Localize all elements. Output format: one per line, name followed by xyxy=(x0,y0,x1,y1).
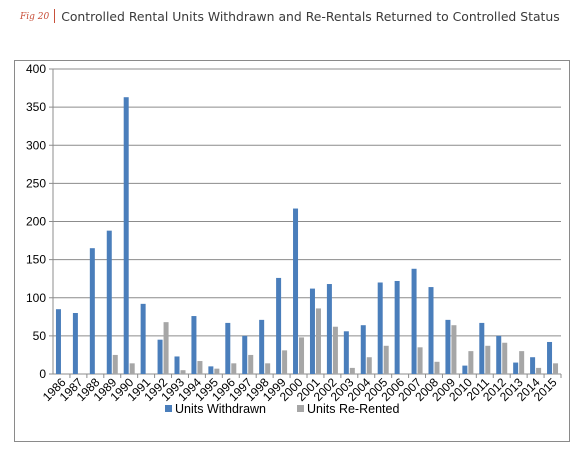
bar-units-withdrawn xyxy=(106,230,112,374)
bar-units-withdrawn xyxy=(191,316,197,374)
legend-swatch xyxy=(165,405,172,412)
bar-units-re-rented xyxy=(519,351,525,374)
bar-units-withdrawn xyxy=(445,319,451,374)
bar-units-re-rented xyxy=(485,345,491,374)
y-tick-label: 200 xyxy=(26,215,46,229)
bar-units-withdrawn xyxy=(174,356,180,374)
bar-units-withdrawn xyxy=(89,248,95,374)
bar-units-re-rented xyxy=(112,354,118,374)
bar-units-re-rented xyxy=(248,354,254,374)
chart-frame: 0 50 100 150 200 250 300 350 400 1986 1987 1988 1989… xyxy=(14,60,570,442)
bar-units-withdrawn xyxy=(326,284,332,374)
bar-units-withdrawn xyxy=(547,341,553,374)
bar-units-re-rented xyxy=(282,350,288,374)
bar-units-withdrawn xyxy=(293,208,299,374)
bar-units-re-rented xyxy=(299,337,305,374)
bar-units-re-rented xyxy=(434,361,440,374)
bar-units-withdrawn xyxy=(411,268,417,374)
y-tick-label: 150 xyxy=(26,253,46,267)
bar-units-withdrawn xyxy=(55,309,61,374)
bar-units-re-rented xyxy=(180,370,186,374)
y-tick-label: 250 xyxy=(26,176,46,190)
y-tick-label: 0 xyxy=(39,367,46,381)
bar-units-withdrawn xyxy=(428,287,434,374)
bar-units-re-rented xyxy=(265,363,271,374)
bar-units-withdrawn xyxy=(123,97,129,375)
y-tick-label: 400 xyxy=(26,62,46,76)
bar-units-withdrawn xyxy=(394,280,400,374)
bar-units-re-rented xyxy=(417,347,423,374)
bar-units-withdrawn xyxy=(530,357,536,374)
y-tick-label: 100 xyxy=(26,291,46,305)
bar-units-re-rented xyxy=(197,361,203,374)
bar-units-withdrawn xyxy=(225,322,231,374)
bar-chart: 0501001502002503003504001986198719881989… xyxy=(26,62,562,416)
bar-units-withdrawn xyxy=(496,335,502,374)
bar-units-withdrawn xyxy=(140,303,146,374)
bar-units-withdrawn xyxy=(208,366,214,374)
bar-units-re-rented xyxy=(502,342,508,374)
legend-swatch xyxy=(297,405,304,412)
figure-title: Controlled Rental Units Withdrawn and Re… xyxy=(61,9,560,24)
bar-units-re-rented xyxy=(163,322,169,374)
bar-units-re-rented xyxy=(231,363,237,374)
bar-units-re-rented xyxy=(536,367,542,374)
bar-units-withdrawn xyxy=(276,277,282,374)
bar-units-withdrawn xyxy=(513,362,519,374)
figure-divider xyxy=(54,9,56,23)
bar-units-re-rented xyxy=(315,308,321,374)
bar-units-withdrawn xyxy=(343,331,349,374)
bar-units-withdrawn xyxy=(259,319,265,374)
bar-units-withdrawn xyxy=(157,339,163,374)
bar-units-re-rented xyxy=(129,363,135,374)
bar-units-withdrawn xyxy=(360,325,366,374)
bar-units-withdrawn xyxy=(462,365,468,374)
bar-units-withdrawn xyxy=(377,282,383,374)
bar-units-re-rented xyxy=(451,325,457,374)
bar-units-withdrawn xyxy=(309,288,315,374)
legend-label: Units Withdrawn xyxy=(175,402,266,416)
bar-units-re-rented xyxy=(383,345,389,374)
figure-label: Fig 20 xyxy=(20,12,50,22)
bar-units-withdrawn xyxy=(479,322,485,374)
bar-units-re-rented xyxy=(332,326,338,374)
y-tick-label: 50 xyxy=(33,329,47,343)
y-tick-label: 300 xyxy=(26,138,46,152)
bar-units-re-rented xyxy=(349,367,355,374)
bar-units-re-rented xyxy=(468,351,474,374)
bar-units-withdrawn xyxy=(72,313,78,374)
figure-header: Fig 20 Controlled Rental Units Withdrawn … xyxy=(20,8,560,26)
bar-units-re-rented xyxy=(214,368,220,374)
bar-units-withdrawn xyxy=(242,335,248,374)
bar-units-re-rented xyxy=(366,357,372,374)
legend-label: Units Re-Rented xyxy=(307,402,399,416)
y-tick-label: 350 xyxy=(26,100,46,114)
bar-units-re-rented xyxy=(553,363,559,374)
